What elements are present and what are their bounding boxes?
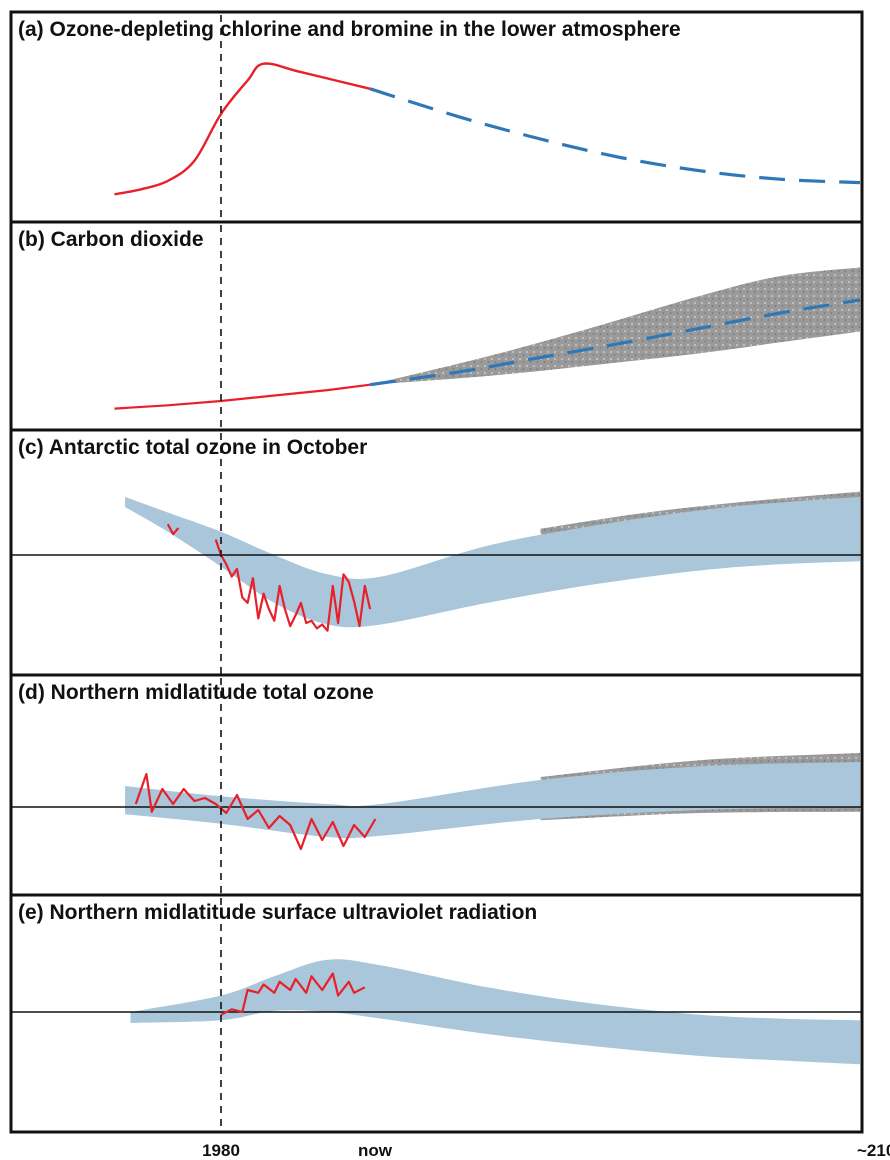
panels: (a) Ozone-depleting chlorine and bromine… (9, 10, 864, 1134)
panel-b: (b) Carbon dioxide (9, 220, 864, 432)
projection-band (125, 497, 861, 628)
plot-area (11, 491, 862, 632)
plot-area (11, 959, 862, 1065)
x-axis: 1980 now ~2100 (202, 1141, 890, 1160)
observed-series (114, 62, 371, 196)
panel-c: (c) Antarctic total ozone in October (9, 428, 864, 677)
projected-series (369, 298, 861, 387)
panel-frame (9, 893, 864, 1134)
plot-area (114, 267, 861, 410)
plot-area (114, 62, 861, 196)
panel-title: (e) Northern midlatitude surface ultravi… (18, 901, 537, 924)
observed-series (114, 383, 371, 410)
panel-title: (c) Antarctic total ozone in October (18, 436, 367, 459)
panel-d: (d) Northern midlatitude total ozone (9, 673, 864, 897)
panel-title: (d) Northern midlatitude total ozone (18, 681, 374, 704)
observed-series (220, 972, 366, 1016)
panel-title: (b) Carbon dioxide (18, 228, 204, 251)
projected-series (369, 87, 861, 185)
panel-e: (e) Northern midlatitude surface ultravi… (9, 893, 864, 1134)
x-tick-label: ~2100 (857, 1141, 890, 1160)
observed-series (134, 772, 377, 851)
x-tick-label: now (358, 1141, 393, 1160)
x-tick-label: 1980 (202, 1141, 240, 1160)
projection-band (125, 762, 861, 839)
uncertainty-band (370, 267, 860, 385)
panel-a: (a) Ozone-depleting chlorine and bromine… (9, 10, 864, 224)
plot-area (11, 753, 862, 851)
panel-title: (a) Ozone-depleting chlorine and bromine… (18, 18, 681, 41)
